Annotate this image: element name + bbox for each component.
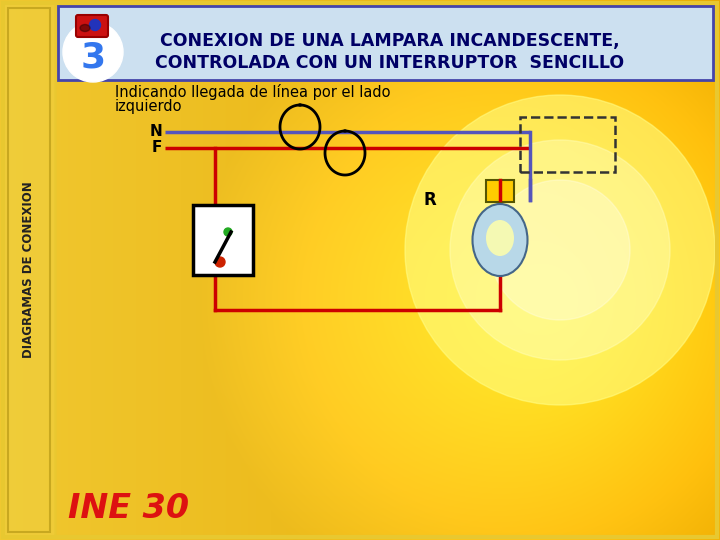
Text: F: F	[152, 140, 162, 156]
Ellipse shape	[486, 220, 514, 256]
Circle shape	[63, 22, 123, 82]
FancyBboxPatch shape	[76, 15, 108, 37]
Text: Indicando llegada de línea por el lado: Indicando llegada de línea por el lado	[115, 84, 390, 100]
Ellipse shape	[472, 204, 528, 276]
Text: R: R	[423, 191, 436, 209]
Text: CONTROLADA CON UN INTERRUPTOR  SENCILLO: CONTROLADA CON UN INTERRUPTOR SENCILLO	[156, 54, 624, 72]
Text: DIAGRAMAS DE CONEXION: DIAGRAMAS DE CONEXION	[22, 181, 35, 359]
Text: CONEXION DE UNA LAMPARA INCANDESCENTE,: CONEXION DE UNA LAMPARA INCANDESCENTE,	[160, 32, 620, 50]
Circle shape	[89, 19, 101, 30]
Ellipse shape	[80, 24, 90, 31]
Text: N: N	[149, 125, 162, 139]
Bar	[3, 3, 55, 537]
Circle shape	[450, 140, 670, 360]
Bar	[8, 8, 50, 532]
Bar	[486, 180, 514, 202]
Circle shape	[490, 180, 630, 320]
Circle shape	[405, 95, 715, 405]
Circle shape	[224, 228, 232, 236]
Bar	[193, 205, 253, 275]
Bar	[58, 6, 713, 80]
Text: izquierdo: izquierdo	[115, 99, 182, 114]
Text: INE 30: INE 30	[68, 492, 189, 525]
Circle shape	[215, 257, 225, 267]
Bar	[520, 117, 615, 172]
Text: 3: 3	[81, 40, 106, 74]
